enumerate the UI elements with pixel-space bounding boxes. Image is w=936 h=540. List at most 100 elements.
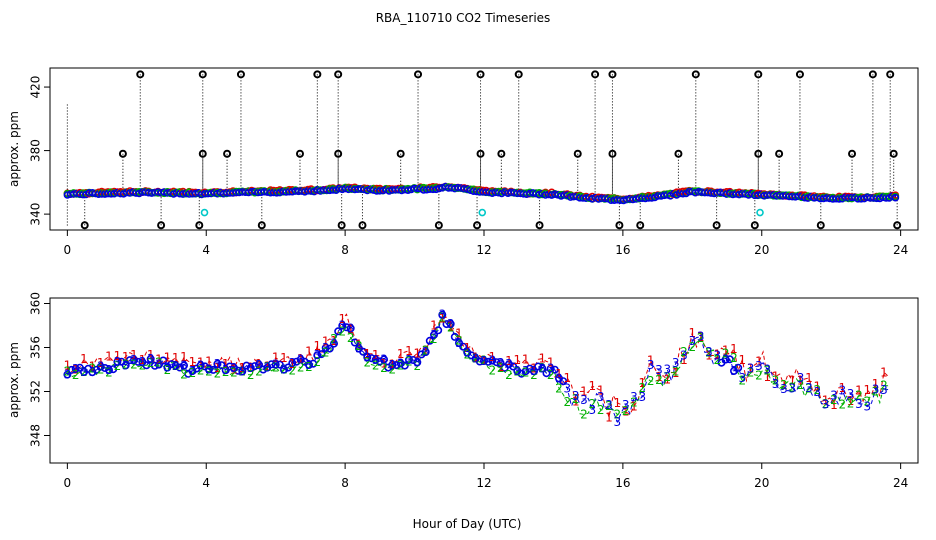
series-1-symbol: 1 [280, 351, 288, 365]
series-3-point [75, 363, 84, 372]
series-3-point [550, 365, 559, 374]
series-3-point [225, 362, 234, 371]
series-1-symbol: 1 [872, 377, 880, 391]
series-3-symbol: 3 [680, 349, 688, 363]
series-3-symbol: 3 [480, 354, 488, 368]
series-3-symbol: 3 [880, 383, 888, 397]
series-3-symbol: 3 [780, 382, 788, 396]
outlier-point [608, 149, 617, 158]
series-1-symbol: 1 [455, 327, 463, 341]
series-3-point [171, 361, 180, 370]
series-3-point [159, 356, 168, 365]
series-3-point [267, 360, 276, 369]
series-2-symbol: 2 [355, 339, 363, 353]
series-3-symbol: 3 [538, 361, 546, 375]
top-x-tick-label: 20 [754, 243, 769, 257]
series-2-symbol: 2 [305, 360, 313, 374]
series-3-symbol: 3 [613, 415, 621, 429]
series-4-point [756, 208, 764, 217]
outlier-point [313, 70, 322, 79]
series-3-point [363, 353, 372, 362]
series-3-point [346, 324, 355, 333]
series-1-symbol: 1 [772, 369, 780, 383]
series-3-point [304, 360, 313, 369]
series-2-symbol: 2 [563, 395, 571, 409]
series-3-symbol: 3 [797, 371, 805, 385]
bottom-x-tick-label: 16 [615, 476, 630, 490]
series-3-symbol: 3 [164, 361, 172, 375]
series-3-symbol: 3 [205, 362, 213, 376]
series-1-symbol: 1 [380, 356, 388, 370]
series-3-point [367, 354, 376, 363]
series-3-point [438, 310, 447, 319]
series-2-symbol: 2 [205, 365, 213, 379]
series-2-symbol: 2 [388, 362, 396, 376]
series-2-symbol: 2 [72, 368, 80, 382]
series-3-point [450, 332, 459, 341]
series-1-symbol: 1 [472, 350, 480, 364]
series-2-symbol: 2 [730, 351, 738, 365]
series-2-symbol: 2 [505, 368, 513, 382]
series-1-symbol: 1 [513, 353, 521, 367]
series-1-symbol: 1 [663, 373, 671, 387]
series-1-symbol: 1 [305, 344, 313, 358]
series-2-symbol: 2 [222, 365, 230, 379]
outlier-point [868, 70, 877, 79]
series-3-symbol: 3 [630, 390, 638, 404]
series-1-symbol: 1 [338, 312, 346, 326]
series-3-point [484, 357, 493, 366]
series-3-point [338, 321, 347, 330]
series-2-symbol: 2 [755, 369, 763, 383]
series-1-symbol: 1 [214, 361, 222, 375]
series-2-symbol: 2 [297, 361, 305, 375]
top-x-tick-label: 24 [893, 243, 908, 257]
series-3-point [559, 377, 568, 386]
outlier-point [476, 70, 485, 79]
series-1-symbol: 1 [547, 356, 555, 370]
series-3-point [434, 326, 443, 335]
series-3-symbol: 3 [822, 398, 830, 412]
series-2-symbol: 2 [122, 357, 130, 371]
series-3-symbol: 3 [322, 341, 330, 355]
series-3-symbol: 3 [488, 354, 496, 368]
series-2-symbol: 2 [688, 340, 696, 354]
series-1-symbol: 1 [413, 346, 421, 360]
series-3-symbol: 3 [663, 363, 671, 377]
series-3-point [259, 365, 268, 374]
series-3-symbol: 3 [197, 358, 205, 372]
series-3-symbol: 3 [530, 364, 538, 378]
series-2-symbol: 2 [313, 355, 321, 369]
series-3-point [542, 369, 551, 378]
bottom-x-tick-label: 4 [202, 476, 210, 490]
series-2-symbol: 2 [330, 332, 338, 346]
series-3-point [488, 356, 497, 365]
series-2-symbol: 2 [547, 368, 555, 382]
series-3-point [371, 355, 380, 364]
series-3-symbol: 3 [430, 328, 438, 342]
series-3-symbol: 3 [97, 360, 105, 374]
series-2-symbol: 2 [189, 366, 197, 380]
series-2-symbol: 2 [713, 353, 721, 367]
outlier-point [754, 70, 763, 79]
series-2-symbol: 2 [622, 404, 630, 418]
series-3-point [375, 357, 384, 366]
outlier-point [257, 221, 266, 230]
series-3-point [325, 344, 334, 353]
bottom-y-axis-label: approx. ppm [7, 342, 21, 418]
series-2-symbol: 2 [580, 408, 588, 422]
series-2-symbol: 2 [497, 361, 505, 375]
bottom-x-tick-label: 20 [754, 476, 769, 490]
series-3-symbol: 3 [155, 358, 163, 372]
series-3-symbol: 3 [588, 403, 596, 417]
series-1-symbol: 1 [64, 359, 72, 373]
series-1-symbol: 1 [605, 410, 613, 424]
series-2-symbol: 2 [522, 365, 530, 379]
series-3-point [342, 323, 351, 332]
series-1-symbol: 1 [672, 366, 680, 380]
series-1-symbol: 1 [397, 347, 405, 361]
series-1-symbol: 1 [847, 394, 855, 408]
series-1-symbol: 1 [172, 351, 180, 365]
series-2-symbol: 2 [238, 365, 246, 379]
series-3-symbol: 3 [422, 345, 430, 359]
